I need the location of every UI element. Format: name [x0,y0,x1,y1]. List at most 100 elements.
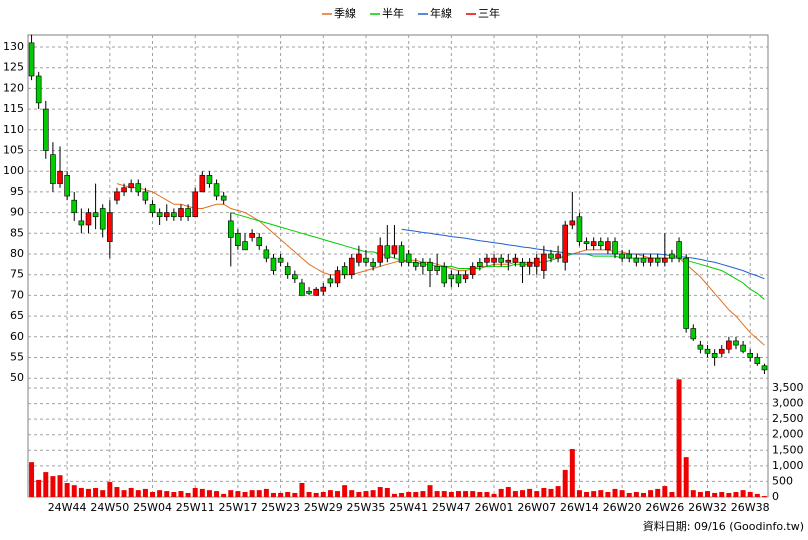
candle-body [605,241,611,251]
volume-bar [278,492,284,497]
candle-body [348,257,355,275]
candle-body [434,266,440,271]
volume-bar [114,487,120,497]
candle-body [99,208,106,230]
candle-body [412,261,419,267]
volume-bar [221,493,227,497]
candle-body [733,340,739,346]
volume-bar [605,492,611,497]
volume-bar [128,487,134,497]
x-tick-label: 25W35 [347,501,386,514]
volume-bar [683,457,689,497]
candle-body [71,199,78,213]
y2-tick-label: 2,500 [772,412,804,425]
volume-bar [562,469,568,497]
volume-bar [135,490,141,497]
volume-bar [455,491,461,497]
volume-bar [477,492,483,497]
volume-bar [555,486,561,497]
candle-body [448,274,455,280]
candle-body [747,353,754,358]
volume-bar [93,487,99,497]
y-tick-label: 85 [10,226,24,239]
candle-body [626,253,633,259]
volume-bar [249,490,255,497]
candle-body [533,257,540,267]
volume-bar [669,492,675,497]
x-tick-label: 24W44 [48,501,87,514]
candle-body [669,253,675,259]
candle-body [199,175,206,193]
volume-bar [591,491,597,497]
candle-body [512,257,519,263]
candle-body [277,257,284,263]
volume-bar [726,492,732,497]
x-tick-label: 25W04 [133,501,172,514]
candle-body [555,253,561,259]
plot-area [27,34,769,498]
volume-bar [598,490,604,497]
volume-bar [320,492,326,497]
volume-bar [527,488,533,497]
volume-bar [484,492,490,497]
volume-bar [256,490,262,497]
volume-bar [640,492,646,497]
y-tick-label: 70 [10,288,24,301]
candle-body [491,257,497,263]
candle-body [78,220,85,226]
volume-bar [761,496,767,497]
volume-bar [662,486,668,497]
y2-tick-label: 2,000 [772,428,804,441]
x-tick-label: 25W17 [218,501,257,514]
candle-body [718,348,725,354]
volume-bar [214,491,220,497]
volume-bar [754,493,760,497]
volume-bar [648,490,654,497]
candle-body [541,253,547,271]
candle-body [391,245,398,255]
volume-bar [306,492,312,497]
candle-body [142,191,149,201]
candle-body [171,212,177,218]
candle-body [690,328,697,340]
volume-bar [206,490,212,497]
candle-body [320,286,327,292]
candle-body [57,170,63,184]
volume-bar [285,492,291,497]
volume-bar [100,490,106,497]
candle-body [455,274,462,284]
candle-body [562,224,569,263]
candle-body [462,274,469,280]
volume-bar [178,491,184,497]
volume-bar [505,487,511,497]
x-tick-label: 25W29 [304,501,343,514]
candle-body [662,257,668,263]
candle-body [107,212,113,242]
volume-bar [263,488,269,497]
volume-bar [164,491,170,497]
volume-bar [192,487,198,497]
volume-bar [441,491,447,497]
x-tick-label: 26W01 [475,501,514,514]
candle-body [398,245,405,263]
candle-body [156,212,163,218]
x-tick-label: 25W41 [389,501,428,514]
y-tick-label: 80 [10,247,24,260]
candle-body [377,245,384,263]
volume-bar [548,488,554,497]
candle-body [683,257,689,329]
candle-body [633,257,640,263]
volume-bar [349,490,355,497]
volume-bar [512,491,518,497]
x-tick-label: 26W20 [603,501,642,514]
volume-bar [406,492,412,497]
x-tick-label: 26W32 [688,501,727,514]
volume-bar [584,492,590,497]
footer: 資料日期: 09/16 (Goodinfo.tw) [643,519,804,533]
volume-bar [29,462,35,497]
volume-bar [43,472,49,497]
candle-body [263,249,270,259]
volume-bar [712,492,718,497]
y-tick-label: 105 [3,144,24,157]
candle-body [114,191,120,201]
